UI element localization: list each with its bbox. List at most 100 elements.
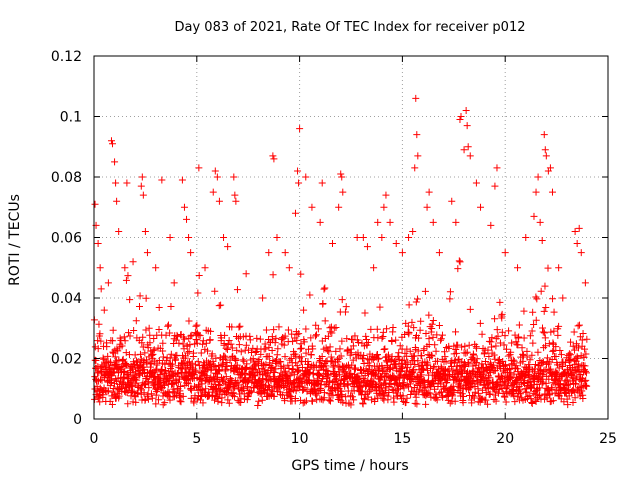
data-point [220, 339, 228, 347]
data-point [382, 191, 390, 199]
data-point [103, 343, 111, 351]
data-point [154, 396, 162, 404]
data-point [506, 365, 514, 373]
data-point [228, 344, 236, 352]
data-point [539, 328, 547, 336]
data-point [255, 397, 263, 405]
data-point [194, 358, 202, 366]
data-point [465, 360, 473, 368]
data-point [113, 197, 121, 205]
data-point [300, 338, 308, 346]
data-point [413, 400, 421, 408]
data-point [159, 339, 167, 347]
data-point [316, 357, 324, 365]
data-point [568, 374, 576, 382]
data-point [427, 364, 435, 372]
data-point [298, 344, 305, 352]
data-point [565, 350, 573, 358]
data-point [485, 353, 493, 361]
data-point [532, 398, 540, 406]
data-point [239, 356, 247, 364]
data-point [221, 367, 229, 375]
data-point [405, 234, 413, 241]
data-point [435, 322, 443, 330]
data-point [138, 339, 146, 347]
data-point [185, 317, 193, 325]
data-point [121, 337, 129, 345]
data-point [107, 358, 115, 366]
data-point [430, 363, 438, 371]
data-point [501, 393, 509, 401]
data-point [564, 401, 572, 409]
data-point [561, 358, 569, 366]
data-point [299, 385, 307, 393]
data-point [142, 326, 150, 334]
data-point [115, 392, 123, 400]
data-point [136, 292, 144, 300]
data-point [201, 264, 209, 272]
data-point [316, 218, 324, 226]
data-point [176, 383, 184, 391]
data-point [392, 389, 400, 397]
data-point [405, 301, 413, 309]
data-point [581, 362, 589, 370]
data-point [288, 330, 296, 338]
data-point [487, 338, 495, 346]
data-point [221, 331, 229, 339]
data-point [152, 264, 160, 272]
data-point [462, 106, 470, 114]
data-point [539, 378, 547, 386]
data-point [110, 384, 118, 392]
data-point [179, 340, 187, 348]
data-point [153, 388, 161, 396]
data-point [122, 276, 130, 284]
data-point [225, 399, 233, 407]
data-point [312, 332, 320, 340]
data-point [371, 395, 379, 403]
data-point [244, 383, 252, 391]
data-point [540, 307, 548, 315]
data-point [246, 332, 254, 340]
data-point [332, 347, 340, 355]
data-point [454, 341, 462, 349]
data-point [556, 380, 564, 388]
data-point [553, 369, 561, 377]
data-point [132, 357, 140, 365]
data-point [511, 331, 519, 339]
data-point [406, 380, 414, 388]
data-point [582, 367, 590, 375]
data-point [300, 306, 308, 314]
data-point [132, 317, 140, 325]
data-point [302, 325, 310, 333]
data-point [411, 361, 419, 369]
data-point [338, 296, 346, 304]
data-point [211, 287, 219, 295]
data-point [389, 323, 397, 331]
data-point [473, 344, 481, 352]
data-point [312, 391, 320, 399]
data-point [114, 386, 122, 394]
data-point [207, 327, 215, 335]
data-point [177, 398, 185, 406]
data-point [412, 94, 420, 102]
data-point [183, 215, 191, 223]
data-point [308, 203, 316, 211]
data-point [174, 370, 182, 378]
data-point [542, 342, 550, 350]
data-point [270, 155, 278, 163]
data-point [529, 339, 537, 347]
data-point [550, 346, 558, 354]
data-point [554, 331, 562, 339]
data-point [455, 257, 463, 265]
data-point [132, 398, 140, 406]
data-point [549, 295, 557, 303]
data-point [180, 335, 188, 343]
data-point [503, 382, 511, 390]
data-point [526, 363, 534, 371]
data-point [427, 351, 435, 359]
data-point [493, 326, 501, 334]
data-point [573, 372, 581, 380]
data-point [535, 374, 543, 382]
data-point [365, 382, 373, 390]
data-point [411, 399, 419, 407]
